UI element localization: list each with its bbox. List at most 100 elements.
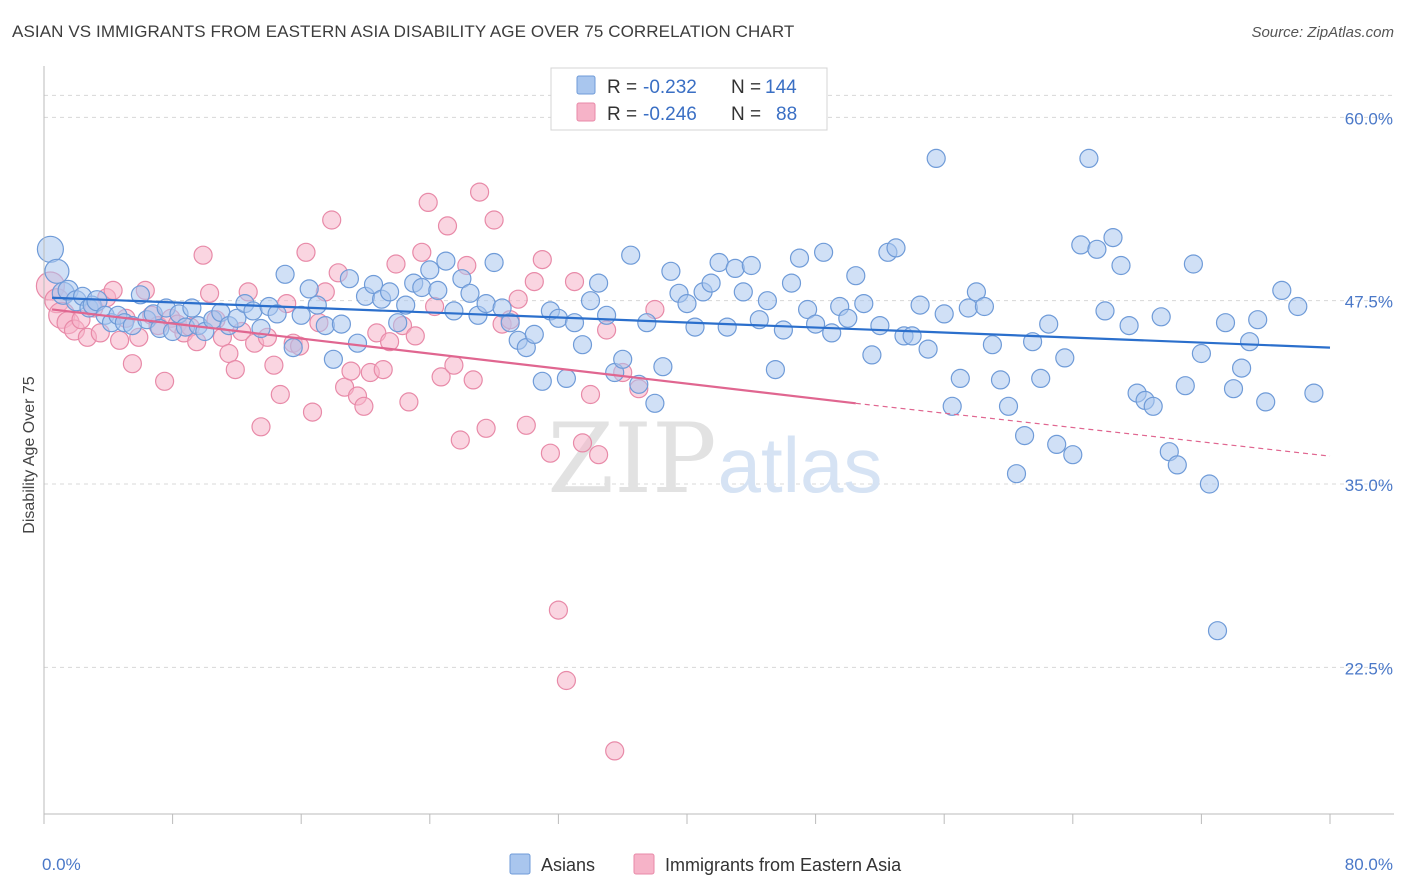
asian-point-85 <box>685 317 705 337</box>
asian-point-147 <box>1183 254 1204 274</box>
asian-point-43 <box>347 333 368 353</box>
asian-point-51 <box>412 277 432 298</box>
immig-point-67 <box>470 182 490 202</box>
asian-point-153 <box>1231 358 1252 378</box>
asian-point-106 <box>854 294 874 314</box>
bottom-legend-label-asian: Asians <box>541 855 595 875</box>
legend-r-label-immig: R = <box>607 104 637 125</box>
trend-lines <box>51 296 1331 457</box>
axes: 60.0% 47.5% 35.0% 22.5% 0.0% 80.0% <box>42 66 1394 874</box>
asian-point-138 <box>1111 255 1131 276</box>
immig-point-78 <box>556 670 577 691</box>
immig-point-36 <box>270 384 290 405</box>
asian-point-135 <box>1087 239 1107 259</box>
asian-point-42 <box>339 269 359 289</box>
asian-point-136 <box>1095 301 1115 321</box>
immig-point-18 <box>155 371 175 391</box>
asian-point-158 <box>1288 296 1308 317</box>
immig-point-13 <box>122 354 142 374</box>
immig-point-40 <box>296 242 316 262</box>
asian-point-80 <box>645 393 665 413</box>
asian-point-152 <box>1223 379 1244 399</box>
asian-point-101 <box>813 242 834 262</box>
bottom-legend-label-immig: Immigrants from Eastern Asia <box>665 855 902 875</box>
asian-point-89 <box>717 317 737 337</box>
immig-point-68 <box>476 418 496 438</box>
asian-point-39 <box>315 316 335 336</box>
legend: R = -0.232 N = 144 R = -0.246 N = 88 <box>550 67 828 131</box>
asian-point-118 <box>950 368 970 388</box>
asian-point-62 <box>500 313 520 333</box>
asian-point-56 <box>452 269 472 289</box>
asian-point-79 <box>637 313 657 333</box>
immig-point-63 <box>444 355 464 375</box>
asian-point-88 <box>709 252 729 273</box>
y-axis-label: Disability Age Over 75 <box>21 376 38 534</box>
legend-r-label-asian: R = <box>607 77 637 98</box>
legend-n-value-asian: 144 <box>765 77 797 98</box>
immig-point-66 <box>463 370 483 390</box>
asian-point-49 <box>396 295 416 315</box>
asian-point-107 <box>862 345 882 365</box>
asian-point-90 <box>725 258 745 278</box>
asian-point-116 <box>934 304 954 324</box>
asian-point-130 <box>1047 434 1067 454</box>
immig-point-58 <box>412 242 432 262</box>
chart-source: Source: ZipAtlas.com <box>1251 24 1394 41</box>
asian-point-156 <box>1256 392 1276 412</box>
asian-point-14 <box>130 285 150 305</box>
immig-point-62 <box>437 216 458 236</box>
asian-point-97 <box>781 273 802 293</box>
asian-point-74 <box>596 305 617 325</box>
asian-point-131 <box>1055 348 1075 368</box>
bottom-legend-swatch-immig <box>633 853 655 875</box>
immig-point-80 <box>572 433 593 453</box>
asian-point-119 <box>958 298 978 318</box>
immig-point-47 <box>341 361 361 381</box>
asian-point-155 <box>1248 310 1268 330</box>
asian-point-92 <box>741 255 761 276</box>
immig-point-57 <box>405 326 425 346</box>
asian-point-95 <box>765 360 786 380</box>
asian-point-99 <box>797 299 818 320</box>
asian-point-125 <box>1006 464 1027 484</box>
asian-point-123 <box>990 370 1011 390</box>
asian-point-65 <box>524 324 544 344</box>
immig-point-74 <box>524 272 544 292</box>
legend-n-value-immig: 88 <box>776 104 797 125</box>
asian-point-72 <box>580 291 601 311</box>
immig-point-24 <box>193 245 213 265</box>
asian-point-78 <box>629 374 649 394</box>
asian-point-154 <box>1239 332 1260 352</box>
immig-point-33 <box>251 417 271 437</box>
legend-r-value-asian: -0.232 <box>643 77 697 98</box>
asian-point-98 <box>789 248 810 268</box>
asian-point-122 <box>982 335 1003 355</box>
asian-trend-line <box>51 296 1331 349</box>
asian-point-33 <box>267 304 287 324</box>
asian-point-40 <box>323 349 343 369</box>
asian-point-54 <box>436 251 456 271</box>
immig-point-44 <box>322 210 342 230</box>
immig-point-64 <box>450 430 470 450</box>
immig-point-79 <box>564 272 585 292</box>
asian-point-128 <box>1031 368 1051 388</box>
watermark-zip: ZIP <box>547 403 716 515</box>
asian-point-133 <box>1071 235 1091 255</box>
asian-point-148 <box>1191 343 1212 364</box>
immig-point-53 <box>380 332 400 352</box>
asian-point-113 <box>910 295 930 315</box>
immig-point-76 <box>540 443 561 463</box>
y-tick-label-3: 22.5% <box>1345 659 1393 678</box>
y-tick-label-2: 35.0% <box>1345 476 1393 495</box>
asian-point-139 <box>1119 316 1139 336</box>
asian-point-48 <box>388 313 408 333</box>
asian-point-82 <box>661 261 681 281</box>
asian-point-150 <box>1207 621 1228 641</box>
asian-point-108 <box>870 316 890 336</box>
asian-point-146 <box>1175 376 1195 396</box>
immig-point-28 <box>219 343 239 364</box>
asian-point-70 <box>564 313 585 333</box>
watermark: ZIP atlas <box>547 403 882 515</box>
immig-point-54 <box>386 254 406 274</box>
